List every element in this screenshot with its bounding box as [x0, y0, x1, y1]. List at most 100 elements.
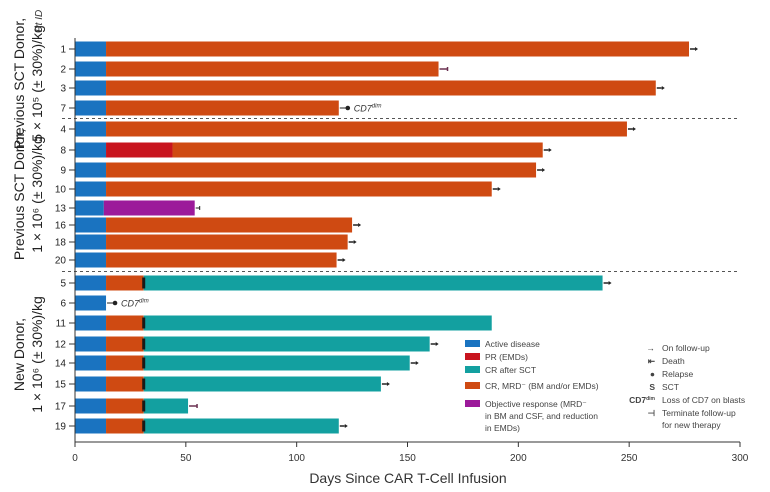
bar-segment-cr_sct: [143, 418, 339, 434]
legend-label-death: Death: [662, 356, 685, 366]
row-label-17: 17: [55, 402, 67, 413]
arrow-head-icon: [608, 281, 612, 285]
x-axis-title: Days Since CAR T-Cell Infusion: [309, 470, 506, 486]
row-label-20: 20: [55, 256, 67, 267]
legend-label-relapse: Relapse: [662, 369, 693, 379]
row-label-10: 10: [55, 185, 67, 196]
bar-segment-cr_sct: [143, 376, 381, 392]
legend-swatch-objective: [465, 400, 480, 407]
group-label-line2: 1 × 10⁶ (± 30%)/kg: [29, 136, 45, 253]
arrow-head-icon: [386, 382, 390, 386]
row-label-19: 19: [55, 422, 67, 433]
bar-segment-active: [75, 295, 107, 311]
bar-segment-cr_mrd: [106, 315, 144, 331]
bar-segment-cr_mrd: [106, 162, 537, 178]
legend-swatch-cr_mrd: [465, 382, 480, 389]
sct-marker: [142, 277, 146, 289]
bar-segment-pr: [106, 142, 173, 158]
row-label-1: 1: [60, 45, 66, 56]
legend-label-active: Active disease: [485, 339, 540, 349]
arrow-head-icon: [415, 361, 419, 365]
row-label-12: 12: [55, 340, 67, 351]
sct-marker: [142, 357, 146, 369]
legend-label-objective: in EMDs): [485, 423, 520, 433]
sct-marker: [142, 378, 146, 390]
sct-marker: [142, 338, 146, 350]
arrow-head-icon: [695, 47, 699, 51]
legend-label-cd7dim: Loss of CD7 on blasts: [662, 395, 745, 405]
bar-segment-cr_mrd: [106, 181, 492, 197]
legend-swatch-pr: [465, 353, 480, 360]
bar-segment-cr_sct: [143, 336, 430, 352]
legend-symbol-death: ⇤: [648, 356, 656, 366]
row-label-14: 14: [55, 359, 67, 370]
bar-segment-active: [75, 217, 107, 233]
sct-marker: [142, 420, 146, 432]
bar-segment-cr_sct: [143, 355, 410, 371]
bar-segment-cr_mrd: [106, 234, 348, 250]
arrow-head-icon: [358, 223, 362, 227]
arrow-head-icon: [661, 86, 665, 90]
bar-segment-active: [75, 418, 107, 434]
bar-segment-cr_sct: [143, 315, 492, 331]
x-tick-label: 200: [510, 453, 527, 464]
bar-segment-active: [75, 61, 107, 77]
arrow-head-icon: [632, 127, 636, 131]
legend-swatch-active: [465, 340, 480, 347]
row-label-3: 3: [60, 84, 66, 95]
arrow-head-icon: [344, 424, 348, 428]
row-label-11: 11: [56, 319, 67, 330]
legend-symbol-sct: S: [649, 382, 655, 392]
group-labels: Previous SCT Donor, 5 × 10⁵ (± 30%)/kgPre…: [11, 18, 45, 413]
bar-segment-cr_mrd: [106, 275, 144, 291]
arrow-head-icon: [342, 258, 346, 262]
bar-segment-cr_mrd: [106, 41, 690, 57]
bar-segment-cr_mrd: [172, 142, 543, 158]
x-tick-label: 250: [621, 453, 638, 464]
legend-label-pr: PR (EMDs): [485, 352, 528, 362]
row-label-6: 6: [60, 299, 66, 310]
group-label-line1: Previous SCT Donor,: [11, 129, 27, 260]
legend-label-on_follow_up: On follow-up: [662, 343, 710, 353]
cd7dim-annotation: CD7dim: [354, 104, 382, 114]
x-axis: 0 50 100 150 200 250 300: [72, 38, 749, 464]
bar-segment-active: [75, 200, 104, 216]
group-label-line2: 5 × 10⁵ (± 30%)/kg: [29, 25, 45, 142]
bar-segment-active: [75, 234, 107, 250]
group-label-line1: New Donor,: [11, 318, 27, 391]
legend-symbol-cd7dim: CD7dim: [629, 395, 655, 405]
bar-segment-active: [75, 162, 107, 178]
legend-symbol-terminate: ⊣: [648, 408, 656, 418]
row-label-8: 8: [60, 146, 66, 157]
bar-segment-active: [75, 275, 107, 291]
relapse-dot-icon: [112, 300, 118, 306]
group-label-line1: Previous SCT Donor,: [11, 18, 27, 149]
bar-segment-active: [75, 252, 107, 268]
x-tick-label: 50: [180, 453, 192, 464]
bar-segment-cr_mrd: [106, 217, 353, 233]
row-label-4: 4: [60, 125, 66, 136]
legend-label-objective: Objective response (MRD⁻: [485, 399, 587, 409]
bar-segment-active: [75, 336, 107, 352]
bar-segment-active: [75, 355, 107, 371]
bar-segment-cr_mrd: [106, 80, 656, 96]
bar-segment-cr_mrd: [106, 61, 439, 77]
bar-segment-active: [75, 315, 107, 331]
cd7dim-annotation: CD7dim: [121, 299, 149, 309]
y-axis-title: Pt ID: [34, 10, 45, 32]
bar-segment-active: [75, 181, 107, 197]
bar-segment-active: [75, 142, 107, 158]
x-tick-label: 150: [399, 453, 416, 464]
bar-segment-cr_sct: [143, 398, 189, 414]
group-separators: [62, 118, 740, 272]
bar-segment-objective: [103, 200, 195, 216]
row-label-15: 15: [55, 380, 67, 391]
bar-segment-cr_mrd: [106, 376, 144, 392]
bar-segment-active: [75, 121, 107, 137]
bar-segment-cr_mrd: [106, 252, 337, 268]
legend-symbol-relapse: ●: [650, 369, 655, 379]
relapse-dot-icon: [345, 105, 351, 111]
row-label-5: 5: [60, 279, 66, 290]
arrow-head-icon: [548, 148, 552, 152]
bar-segment-active: [75, 41, 107, 57]
